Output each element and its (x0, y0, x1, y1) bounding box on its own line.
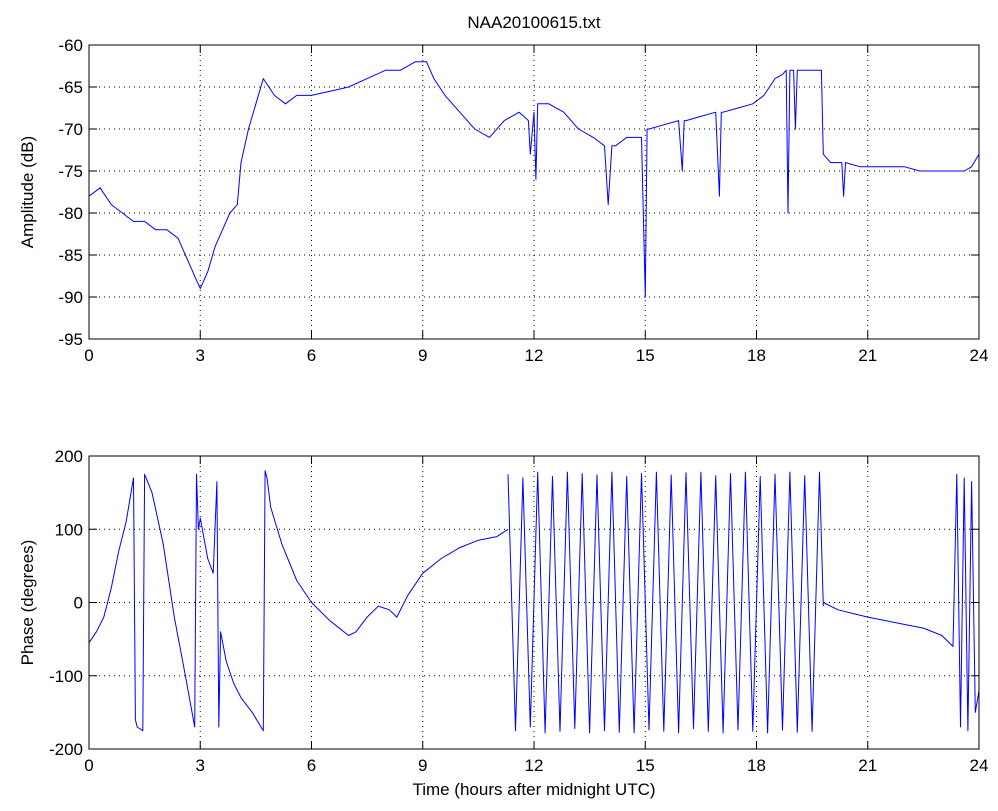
x-tick-label: 24 (970, 346, 989, 365)
x-tick-label: 3 (196, 756, 205, 775)
x-tick-label: 15 (636, 346, 655, 365)
x-tick-label: 3 (196, 346, 205, 365)
y-tick-label: 100 (55, 520, 83, 539)
x-axis-label: Time (hours after midnight UTC) (412, 780, 655, 799)
chart-title: NAA20100615.txt (467, 13, 601, 32)
x-tick-label: 15 (636, 756, 655, 775)
x-tick-label: 0 (84, 346, 93, 365)
x-tick-label: 12 (525, 346, 544, 365)
y-tick-label: -85 (58, 246, 83, 265)
data-series-line (823, 473, 980, 732)
x-tick-label: 12 (525, 756, 544, 775)
x-tick-label: 18 (747, 756, 766, 775)
amplitude-panel: 0 3 6 9 12 15 18 21 24 -95 -90 -85 -80 -75 -70 -65 -60 Am… (18, 36, 988, 365)
x-tick-label: 9 (418, 756, 427, 775)
y-tick-label: -70 (58, 120, 83, 139)
plot-frame (88, 44, 980, 340)
y-tick-label: -75 (58, 162, 83, 181)
data-series-line (88, 61, 980, 298)
y-axis-label: Amplitude (dB) (18, 136, 37, 248)
y-tick-label: -90 (58, 288, 83, 307)
data-series-line (507, 471, 824, 734)
x-tick-label: 6 (307, 346, 316, 365)
x-tick-label: 21 (858, 346, 877, 365)
panels: 0 3 6 9 12 15 18 21 24 -95 -90 -85 -80 -75 -70 -65 -60 Am… (18, 36, 988, 799)
y-tick-label: -100 (49, 667, 83, 686)
x-tick-label: 18 (747, 346, 766, 365)
y-tick-label: 200 (55, 447, 83, 466)
x-tick-label: 6 (307, 756, 316, 775)
x-tick-label: 24 (970, 756, 989, 775)
y-axis-label: Phase (degrees) (18, 540, 37, 666)
phase-panel: 0 3 6 9 12 15 18 21 24 -200 -100 0 100 200 Phase (degr… (18, 447, 988, 799)
y-tick-label: -200 (49, 740, 83, 759)
y-tick-label: -65 (58, 78, 83, 97)
y-tick-label: -60 (58, 36, 83, 55)
y-tick-label: -80 (58, 204, 83, 223)
x-tick-label: 0 (84, 756, 93, 775)
data-series-line (88, 470, 509, 732)
y-tick-label: 0 (74, 594, 83, 613)
x-tick-label: 21 (858, 756, 877, 775)
x-tick-label: 9 (418, 346, 427, 365)
y-tick-label: -95 (58, 330, 83, 349)
